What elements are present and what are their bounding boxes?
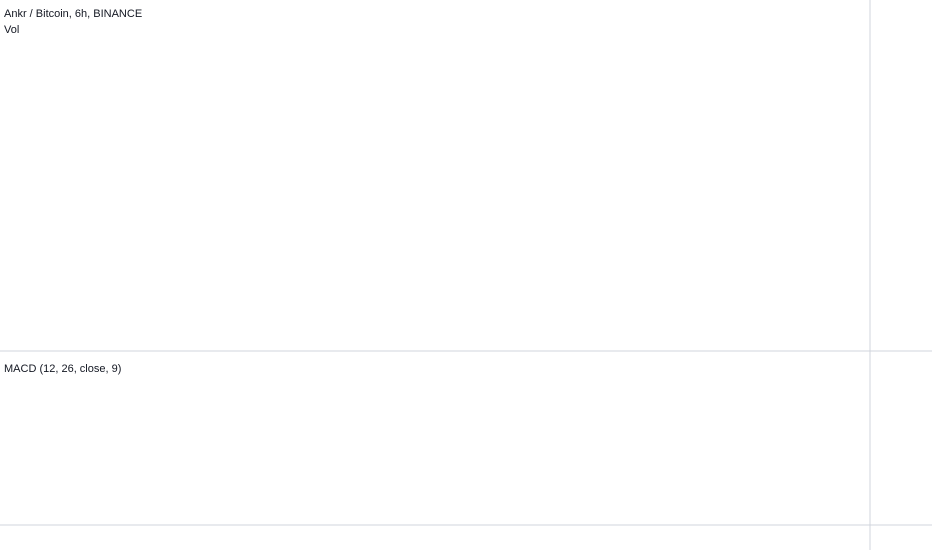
macd-title: MACD (12, 26, close, 9) [4,363,121,375]
chart-title: Ankr / Bitcoin, 6h, BINANCE [4,8,142,20]
volume-label: Vol [4,24,19,36]
